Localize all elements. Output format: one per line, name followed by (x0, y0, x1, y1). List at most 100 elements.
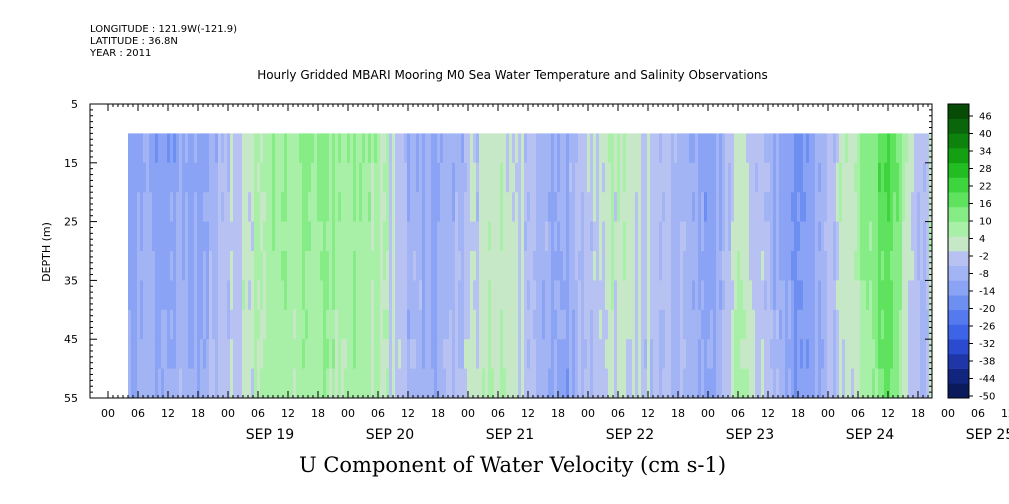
heatmap-cell (536, 162, 540, 193)
heatmap-cell (878, 309, 882, 340)
heatmap-cell (773, 309, 777, 340)
heatmap-cell (230, 133, 234, 164)
heatmap-cell (917, 221, 921, 252)
heatmap-cell (881, 251, 885, 281)
heatmap-cell (575, 339, 579, 370)
heatmap-cell (749, 280, 753, 311)
heatmap-cell (431, 251, 435, 281)
heatmap-cell (491, 133, 495, 164)
heatmap-cell (665, 339, 669, 370)
location-metadata: LONGITUDE : 121.9W(-121.9) LATITUDE : 36… (90, 24, 237, 60)
heatmap-cell (635, 368, 639, 398)
heatmap-cell (545, 133, 549, 164)
heatmap-cell (395, 251, 399, 281)
heatmap-cell (212, 221, 216, 252)
heatmap-cell (440, 368, 444, 398)
heatmap-cell (563, 280, 567, 311)
heatmap-cell (746, 221, 750, 252)
heatmap-cell (731, 192, 735, 223)
heatmap-cell (332, 368, 336, 398)
heatmap-cell (140, 368, 144, 398)
heatmap-cell (347, 133, 351, 164)
heatmap-cell (878, 251, 882, 281)
heatmap-cell (557, 251, 561, 281)
heatmap-cell (545, 339, 549, 370)
heatmap-cell (497, 251, 501, 281)
heatmap-cell (365, 280, 369, 311)
x-hour-label: 00 (941, 407, 955, 420)
heatmap-cell (350, 251, 354, 281)
heatmap-cell (227, 221, 231, 252)
heatmap-cell (674, 221, 678, 252)
heatmap-cell (380, 339, 384, 370)
heatmap-cell (524, 251, 528, 281)
heatmap-cell (293, 221, 297, 252)
heatmap-cell (341, 133, 345, 164)
colorbar-segment (948, 162, 969, 178)
heatmap-cell (461, 221, 465, 252)
heatmap-cell (617, 221, 621, 252)
heatmap-cell (542, 251, 546, 281)
heatmap-cell (422, 309, 426, 340)
heatmap-cell (596, 309, 600, 340)
heatmap-cell (656, 368, 660, 398)
heatmap-cell (806, 221, 810, 252)
heatmap-cell (680, 162, 684, 193)
heatmap-cell (464, 192, 468, 223)
heatmap-cell (587, 192, 591, 223)
heatmap-cell (356, 251, 360, 281)
heatmap-cell (458, 162, 462, 193)
heatmap-cell (416, 133, 420, 164)
heatmap-cell (458, 251, 462, 281)
heatmap-cell (251, 192, 255, 223)
heatmap-cell (551, 221, 555, 252)
heatmap-cell (482, 162, 486, 193)
heatmap-cell (728, 339, 732, 370)
heatmap-cell (827, 251, 831, 281)
chart-title: Hourly Gridded MBARI Mooring M0 Sea Wate… (257, 68, 768, 82)
heatmap-cell (554, 368, 558, 398)
heatmap-cell (929, 339, 932, 370)
heatmap-cell (899, 192, 903, 223)
heatmap-cell (680, 368, 684, 398)
heatmap-cell (656, 162, 660, 193)
heatmap-cell (458, 339, 462, 370)
heatmap-cell (473, 251, 477, 281)
heatmap-cell (794, 339, 798, 370)
heatmap-cell (815, 133, 819, 164)
heatmap-cell (416, 368, 420, 398)
heatmap-cell (626, 339, 630, 370)
colorbar-segment (948, 133, 969, 149)
heatmap-cell (152, 221, 156, 252)
heatmap-cell (473, 339, 477, 370)
heatmap-cell (545, 221, 549, 252)
heatmap-cell (407, 133, 411, 164)
heatmap-cell (383, 251, 387, 281)
heatmap-cell (380, 309, 384, 340)
x-date-label: SEP 19 (246, 427, 294, 443)
heatmap-cell (557, 221, 561, 252)
heatmap-cell (197, 162, 201, 193)
heatmap-cell (713, 309, 717, 340)
heatmap-cell (659, 133, 663, 164)
heatmap-cell (221, 162, 225, 193)
heatmap-cell (839, 368, 843, 398)
heatmap-cell (218, 339, 222, 370)
heatmap-cell (806, 339, 810, 370)
heatmap-cell (395, 280, 399, 311)
heatmap-cell (269, 368, 273, 398)
heatmap-cell (428, 280, 432, 311)
heatmap-cell (659, 309, 663, 340)
heatmap-cell (320, 368, 324, 398)
heatmap-cell (608, 280, 612, 311)
heatmap-cell (887, 162, 891, 193)
heatmap-cell (839, 339, 843, 370)
heatmap-cell (338, 251, 342, 281)
heatmap-cell (176, 133, 180, 164)
heatmap-cell (917, 339, 921, 370)
heatmap-cell (848, 368, 852, 398)
heatmap-cell (791, 221, 795, 252)
heatmap-cell (860, 251, 864, 281)
heatmap-cell (902, 133, 906, 164)
heatmap-cell (890, 133, 894, 164)
